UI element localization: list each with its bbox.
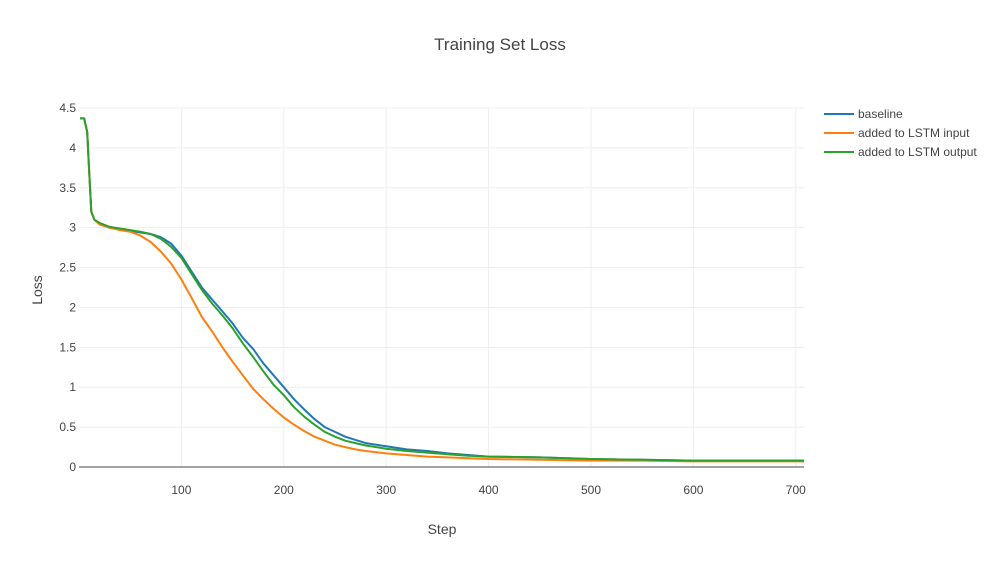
- grid: [79, 107, 804, 467]
- series-line-0: [80, 117, 804, 462]
- legend-label-2: added to LSTM output: [858, 145, 977, 159]
- y-tick-label: 3: [69, 221, 76, 235]
- x-tick-label: 300: [376, 483, 396, 497]
- series-line-1: [80, 117, 804, 463]
- x-tick-label: 100: [171, 483, 191, 497]
- plot-area: [80, 117, 804, 463]
- y-tick-label: 3.5: [59, 181, 76, 195]
- y-tick-label: 4.5: [59, 101, 76, 115]
- x-tick-label: 600: [683, 483, 703, 497]
- x-tick-label: 500: [581, 483, 601, 497]
- y-axis-label: Loss: [29, 275, 45, 305]
- y-tick-label: 2: [69, 300, 76, 314]
- x-tick-label: 400: [479, 483, 499, 497]
- x-axis-label: Step: [428, 521, 457, 537]
- y-tick-label: 1.5: [59, 340, 76, 354]
- axes: 0 0.5 1 1.5 2 2.5 3 3.5 4 4.5 100 200 300 400 500 600 70…: [59, 101, 806, 497]
- legend-label-1: added to LSTM input: [858, 126, 970, 140]
- x-tick-label: 700: [786, 483, 806, 497]
- y-tick-label: 0.5: [59, 420, 76, 434]
- legend-label-0: baseline: [858, 107, 903, 121]
- chart-title: Training Set Loss: [434, 35, 566, 54]
- y-tick-label: 0: [69, 460, 76, 474]
- legend: baseline added to LSTM input added to LSTM…: [824, 107, 977, 159]
- x-tick-label: 200: [274, 483, 294, 497]
- series-line-2: [80, 117, 804, 462]
- y-tick-label: 2.5: [59, 261, 76, 275]
- y-tick-label: 1: [69, 380, 76, 394]
- y-tick-label: 4: [69, 141, 76, 155]
